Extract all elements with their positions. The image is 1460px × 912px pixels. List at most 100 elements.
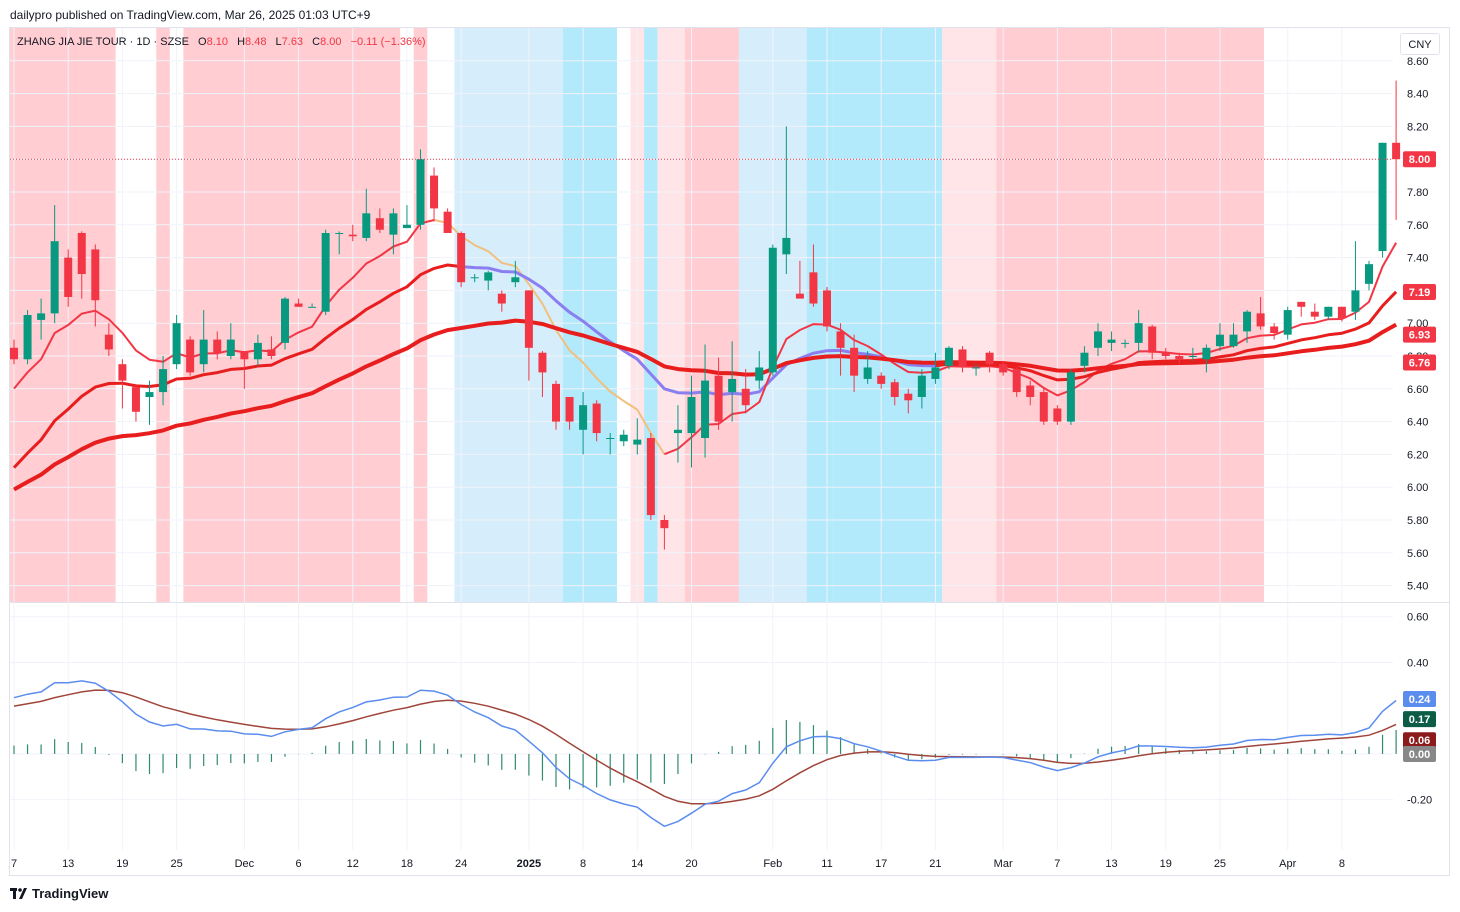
macd-value-badge: 0.00	[1409, 749, 1430, 761]
candle-down	[1270, 326, 1279, 334]
regime-band	[942, 28, 997, 602]
candles	[10, 80, 1401, 550]
candle-up	[389, 213, 398, 235]
candle-up	[1365, 264, 1373, 284]
price-tick-label: 6.00	[1407, 482, 1428, 494]
time-tick-label: 8	[1339, 858, 1345, 870]
candle-down	[1337, 306, 1346, 319]
regime-band	[413, 28, 428, 602]
candle-down	[836, 331, 845, 348]
time-tick-label: 25	[170, 858, 182, 870]
time-tick-label: 7	[11, 858, 17, 870]
macd-tick-label: 0.40	[1407, 657, 1428, 669]
regime-band	[684, 28, 739, 602]
candle-down	[809, 272, 818, 304]
publisher-caption: dailypro published on TradingView.com, M…	[10, 8, 371, 22]
candle-down	[565, 397, 574, 422]
candle-up	[1107, 339, 1116, 343]
candle-up	[253, 342, 262, 360]
macd-axis: 0.60 0.40 -0.20 0.24 0.17 0.06 0.00	[1403, 612, 1436, 807]
time-tick-label: 20	[685, 858, 697, 870]
macd-value-badge: 0.17	[1409, 714, 1430, 726]
ema-value-badge-bg	[1403, 284, 1436, 301]
candle-up	[1215, 334, 1224, 347]
candle-up	[1134, 323, 1143, 343]
change-value: −0.11 (−1.36%)	[350, 36, 426, 48]
time-tick-label: 8	[580, 858, 586, 870]
candle-down	[1297, 301, 1306, 307]
candle-down	[131, 387, 140, 412]
price-tick-label: 8.60	[1407, 56, 1428, 68]
candle-down	[714, 375, 723, 422]
ema-fast-line	[13, 219, 435, 390]
candle-up	[917, 375, 926, 397]
time-tick-label: 13	[62, 858, 74, 870]
footer-brand[interactable]: TradingView	[10, 886, 108, 901]
candle-up	[321, 233, 330, 312]
candle-up	[619, 434, 628, 442]
candle-down	[592, 403, 601, 434]
candle-down	[850, 347, 859, 376]
regime-band	[156, 28, 170, 602]
macd-value-badge-bg	[1403, 711, 1436, 728]
candle-up	[1094, 331, 1102, 348]
time-tick-label: Dec	[235, 858, 255, 870]
time-tick-label: 19	[116, 858, 128, 870]
candle-up	[402, 224, 411, 229]
time-tick-label: 11	[821, 858, 832, 870]
candle-up	[308, 306, 317, 308]
low-label: L	[275, 36, 282, 48]
candle-down	[430, 175, 439, 209]
candle-up	[768, 247, 777, 373]
macd-value-badge-bg	[1403, 745, 1436, 762]
candle-up	[199, 339, 208, 365]
candle-down	[823, 290, 831, 327]
candle-down	[552, 383, 560, 422]
open-label: O	[198, 36, 207, 48]
price-tick-label: 6.60	[1407, 384, 1428, 396]
symbol-legend: ZHANG JIA JIE TOUR · 1D · SZSE O8.10 H8.…	[17, 36, 426, 48]
candle-up	[281, 298, 289, 343]
candle-up	[633, 439, 642, 445]
candle-up	[470, 277, 479, 279]
candle-down	[1026, 385, 1035, 397]
price-tick-label: 7.40	[1407, 253, 1428, 265]
macd-tick-label: -0.20	[1407, 795, 1432, 807]
candle-up	[579, 405, 588, 430]
candle-down	[64, 257, 73, 297]
high-value: 8.48	[245, 36, 267, 48]
macd-pane	[13, 680, 1397, 828]
price-tick-label: 5.80	[1407, 515, 1428, 527]
candle-down	[985, 352, 994, 365]
candle-up	[673, 429, 682, 434]
candle-down	[1039, 392, 1048, 422]
regime-band	[562, 28, 617, 602]
symbol-name: ZHANG JIA JIE TOUR · 1D · SZSE	[17, 36, 189, 48]
macd-value-badge: 0.06	[1409, 735, 1430, 747]
currency-button[interactable]: CNY	[1400, 33, 1440, 55]
time-tick-label: 2025	[517, 858, 541, 870]
candle-down	[1148, 326, 1157, 353]
candle-up	[931, 367, 940, 379]
ema-value-badge: 6.76	[1409, 358, 1430, 370]
price-tick-label: 5.60	[1407, 548, 1428, 560]
candle-up	[226, 339, 235, 356]
ema-value-badge-bg	[1403, 326, 1436, 343]
macd-value-badge: 0.24	[1409, 694, 1431, 706]
candle-down	[958, 349, 967, 368]
candle-down	[348, 234, 357, 237]
candle-up	[172, 323, 181, 365]
high-label: H	[237, 36, 246, 48]
time-tick-label: 12	[347, 858, 359, 870]
time-tick-label: 14	[631, 858, 643, 870]
macd-tick-label: 0.60	[1407, 612, 1428, 624]
candle-down	[999, 364, 1008, 373]
candle-up	[1202, 347, 1211, 360]
price-tick-label: 6.20	[1407, 449, 1428, 461]
time-tick-label: 7	[1054, 858, 1060, 870]
macd-value-badge-bg	[1403, 732, 1436, 749]
time-axis: 7 13 19 25 Dec 6 12 18 24 2025 8 14 20 Feb 11 17 21 Mar 7 1…	[11, 858, 1345, 870]
candle-down	[646, 438, 655, 516]
candle-down	[660, 520, 669, 529]
